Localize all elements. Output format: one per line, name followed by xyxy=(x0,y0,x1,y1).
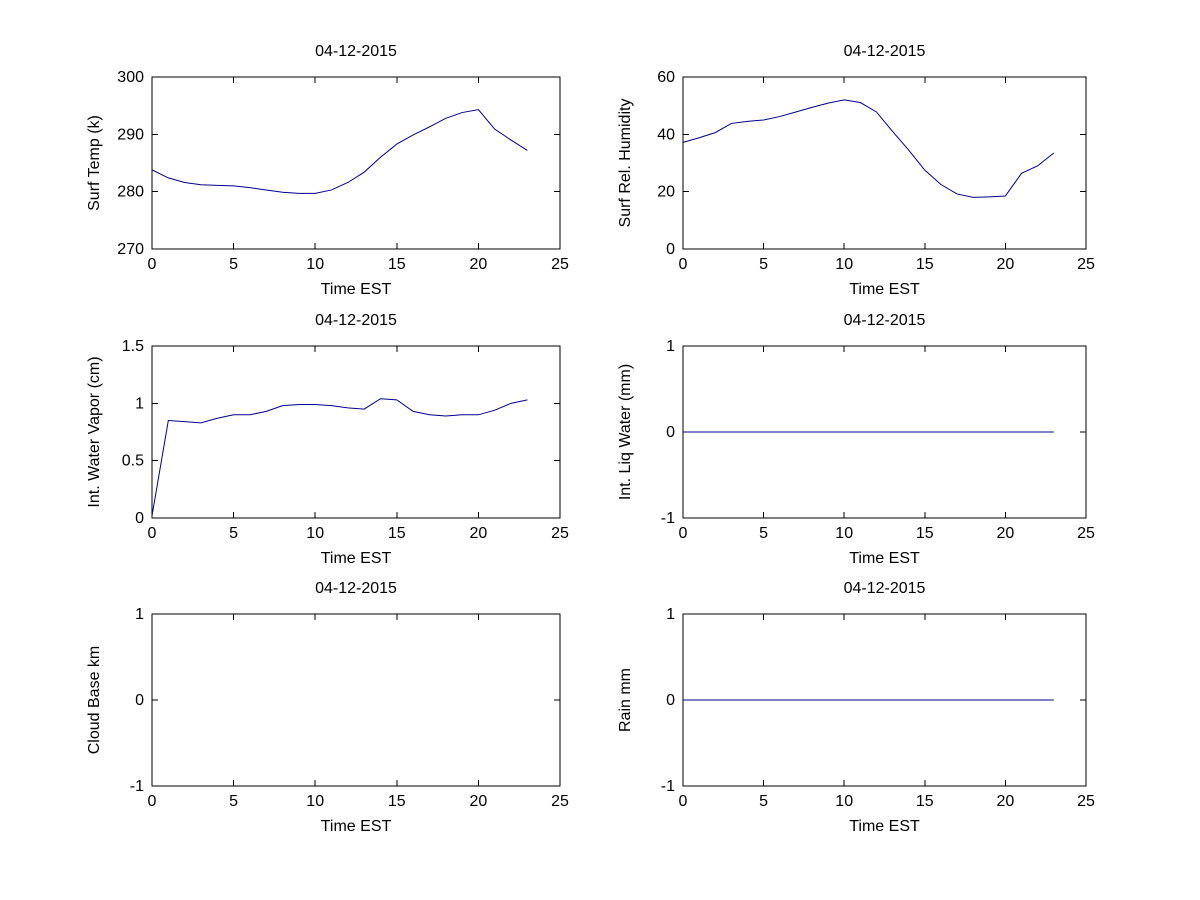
svg-text:10: 10 xyxy=(835,525,853,542)
x-axis-label: Time EST xyxy=(320,550,392,567)
subplot-int-liq-water: 0 5 10 15 20 25 -1 0 1 04-12-2015 Int. Liq Water… xyxy=(591,310,1116,578)
subplot-surf-rel-humidity: 0 5 10 15 20 25 0 20 40 60 04-12-2015 Surf Rel. H… xyxy=(591,41,1116,309)
svg-text:5: 5 xyxy=(229,256,238,273)
svg-text:40: 40 xyxy=(657,126,675,143)
x-axis-label: Time EST xyxy=(849,818,920,835)
svg-text:10: 10 xyxy=(306,793,324,810)
plot-area-rain: 0 5 10 15 20 25-101 xyxy=(661,606,1095,810)
plot-area-int-liq-water: 0 5 10 15 20 25-101 xyxy=(661,338,1095,542)
plot-area-surf-rel-humidity: 0 5 10 15 20 25 0 20 40 60 xyxy=(657,69,1095,273)
svg-text:5: 5 xyxy=(229,525,238,542)
svg-text:1.5: 1.5 xyxy=(122,338,144,355)
svg-text:25: 25 xyxy=(1077,793,1095,810)
svg-text:0: 0 xyxy=(679,793,688,810)
y-axis-label: Int. Water Vapor (cm) xyxy=(86,356,103,508)
svg-text:15: 15 xyxy=(388,525,406,542)
plot-area-cloud-base: 0 5 10 15 20 25-101 xyxy=(130,606,569,810)
svg-text:1: 1 xyxy=(135,606,144,623)
svg-text:270: 270 xyxy=(117,241,144,258)
svg-text:0: 0 xyxy=(679,525,688,542)
subplot-int-water-vapor: 0 5 10 15 20 25 0 0.5 1 1.5 04-12-2015 Int. Water… xyxy=(60,310,590,578)
y-axis-label: Int. Liq Water (mm) xyxy=(617,363,634,501)
svg-text:15: 15 xyxy=(916,256,934,273)
svg-text:-1: -1 xyxy=(130,778,144,795)
svg-text:25: 25 xyxy=(551,256,569,273)
svg-text:1: 1 xyxy=(135,395,144,412)
svg-text:25: 25 xyxy=(1077,256,1095,273)
svg-text:5: 5 xyxy=(229,793,238,810)
svg-text:20: 20 xyxy=(657,184,675,201)
svg-text:300: 300 xyxy=(117,69,144,86)
plot-area-surf-temp: 0 5 10 15 20 25 270 280 290 300 xyxy=(117,69,569,273)
svg-text:0: 0 xyxy=(148,256,157,273)
x-axis-label: Time EST xyxy=(320,281,392,298)
svg-text:10: 10 xyxy=(835,793,853,810)
svg-text:0: 0 xyxy=(666,692,675,709)
plot-title: 04-12-2015 xyxy=(843,580,926,597)
svg-text:15: 15 xyxy=(916,525,934,542)
x-axis-label: Time EST xyxy=(849,281,920,298)
svg-text:5: 5 xyxy=(759,793,768,810)
svg-text:280: 280 xyxy=(117,184,144,201)
plot-title: 04-12-2015 xyxy=(315,580,397,597)
svg-text:20: 20 xyxy=(470,256,488,273)
svg-text:1: 1 xyxy=(666,338,675,355)
svg-text:0.5: 0.5 xyxy=(122,453,144,470)
subplot-cloud-base: 0 5 10 15 20 25 -1 0 1 04-12-2015 Cloud Base km … xyxy=(60,578,590,846)
y-axis-label: Rain mm xyxy=(617,667,634,733)
y-axis-label: Surf Rel. Humidity xyxy=(617,98,634,228)
svg-text:10: 10 xyxy=(306,525,324,542)
svg-text:20: 20 xyxy=(470,525,488,542)
svg-text:20: 20 xyxy=(997,256,1015,273)
svg-text:25: 25 xyxy=(1077,525,1095,542)
plot-title: 04-12-2015 xyxy=(315,43,397,60)
svg-text:290: 290 xyxy=(117,126,144,143)
plot-title: 04-12-2015 xyxy=(843,43,926,60)
svg-text:25: 25 xyxy=(551,793,569,810)
svg-text:15: 15 xyxy=(388,256,406,273)
svg-text:5: 5 xyxy=(759,256,768,273)
svg-text:25: 25 xyxy=(551,525,569,542)
svg-text:0: 0 xyxy=(666,424,675,441)
plot-title: 04-12-2015 xyxy=(315,312,397,329)
y-axis-label: Surf Temp (k) xyxy=(86,115,103,211)
svg-text:0: 0 xyxy=(666,241,675,258)
svg-text:20: 20 xyxy=(997,793,1015,810)
subplot-rain: 0 5 10 15 20 25 -1 0 1 04-12-2015 Rain mm Time E… xyxy=(591,578,1116,846)
svg-text:15: 15 xyxy=(388,793,406,810)
y-axis-label: Cloud Base km xyxy=(86,645,103,755)
plot-area-int-water-vapor: 0 5 10 15 20 25 0 0.5 1 1.5 xyxy=(122,338,569,542)
svg-text:20: 20 xyxy=(997,525,1015,542)
svg-text:1: 1 xyxy=(666,606,675,623)
plot-title: 04-12-2015 xyxy=(843,312,926,329)
svg-text:5: 5 xyxy=(759,525,768,542)
svg-text:10: 10 xyxy=(835,256,853,273)
svg-text:0: 0 xyxy=(135,510,144,527)
x-axis-label: Time EST xyxy=(849,550,920,567)
svg-text:20: 20 xyxy=(470,793,488,810)
subplot-surf-temp: 0 5 10 15 20 25 270 280 290 300 04-12-2015 Surf T… xyxy=(60,41,590,309)
svg-text:0: 0 xyxy=(148,525,157,542)
svg-text:60: 60 xyxy=(657,69,675,86)
svg-text:15: 15 xyxy=(916,793,934,810)
svg-text:0: 0 xyxy=(135,692,144,709)
svg-text:-1: -1 xyxy=(661,510,675,527)
svg-text:0: 0 xyxy=(148,793,157,810)
svg-text:10: 10 xyxy=(306,256,324,273)
svg-text:0: 0 xyxy=(679,256,688,273)
x-axis-label: Time EST xyxy=(320,818,392,835)
svg-text:-1: -1 xyxy=(661,778,675,795)
